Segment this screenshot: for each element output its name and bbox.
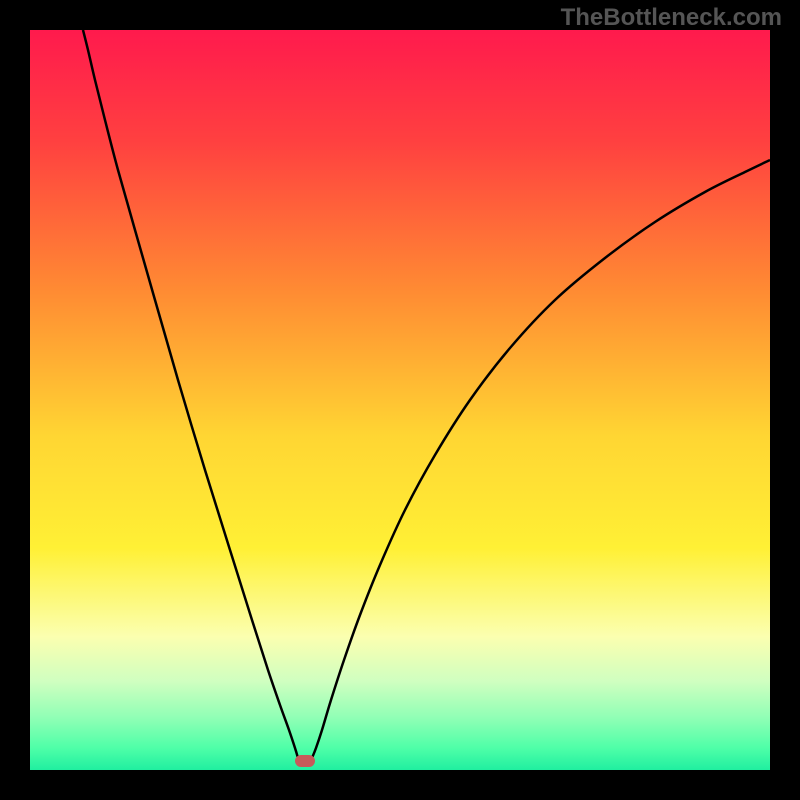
optimum-marker: [295, 755, 315, 767]
watermark-label: TheBottleneck.com: [561, 4, 782, 32]
plot-background: [30, 30, 770, 770]
bottleneck-chart: [0, 0, 800, 800]
chart-container: TheBottleneck.com: [0, 0, 800, 800]
